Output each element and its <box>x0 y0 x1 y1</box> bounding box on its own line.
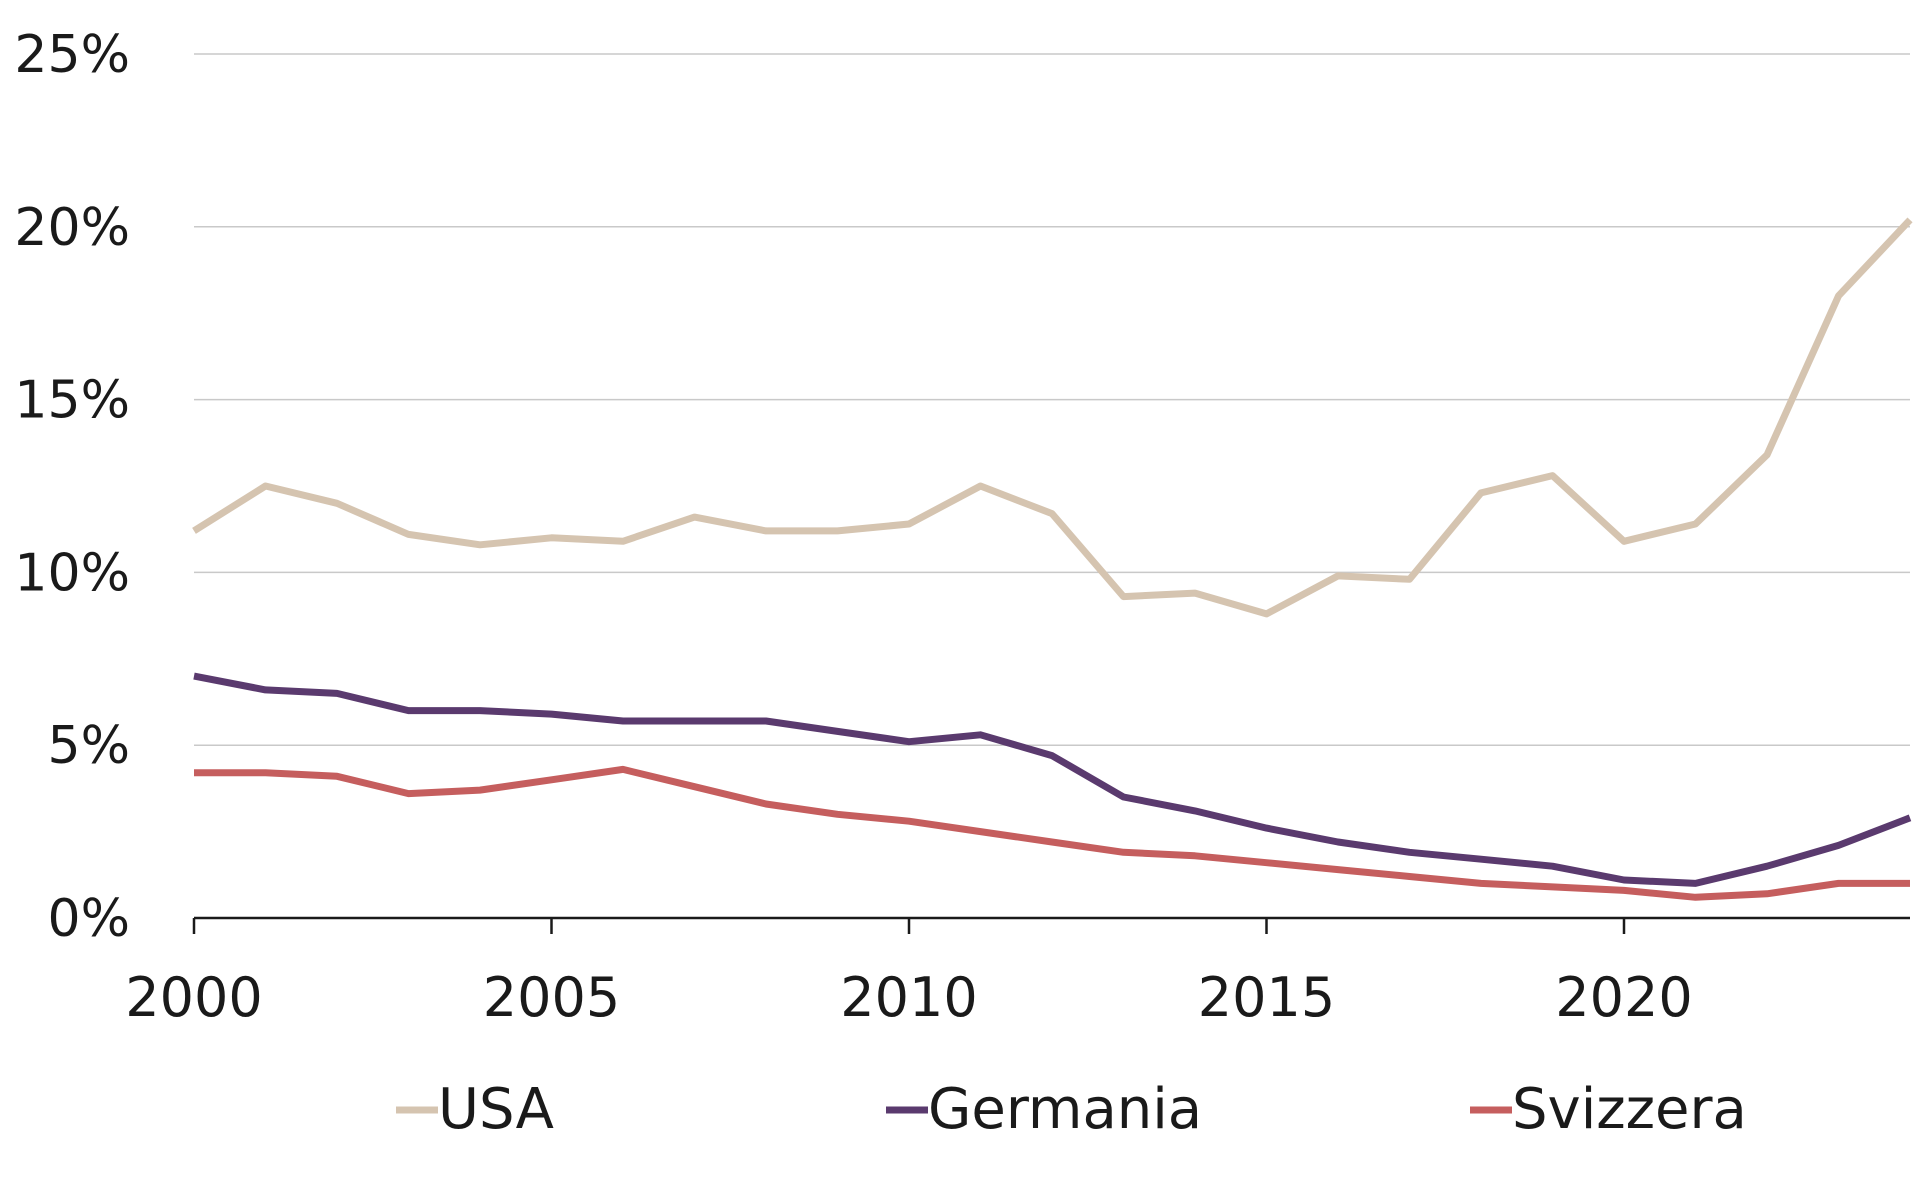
x-axis-tick-labels: 2000 2005 2010 2015 2020 <box>125 966 1692 1029</box>
axes <box>192 916 1910 934</box>
y-tick-label-20: 20% <box>14 198 130 258</box>
y-axis-tick-labels: 0% 5% 10% 15% 20% 25% <box>14 25 130 949</box>
x-tick-label-2020: 2020 <box>1555 966 1692 1029</box>
y-tick-label-15: 15% <box>14 371 130 431</box>
legend: USA Germania Svizzera <box>396 1077 1747 1142</box>
legend-label-usa: USA <box>438 1077 554 1142</box>
y-tick-label-25: 25% <box>14 25 130 85</box>
gridlines <box>194 53 1910 746</box>
legend-label-svizzera: Svizzera <box>1512 1077 1747 1142</box>
legend-label-germania: Germania <box>928 1077 1202 1142</box>
y-tick-label-0: 0% <box>48 889 131 949</box>
x-tick-label-2000: 2000 <box>125 966 262 1029</box>
x-tick-label-2005: 2005 <box>483 966 620 1029</box>
series-line-usa <box>192 217 1913 618</box>
series-line-svizzera <box>194 765 1910 901</box>
y-tick-label-10: 10% <box>14 543 130 603</box>
series-line-germania <box>193 672 1912 887</box>
series-lines <box>192 217 1913 901</box>
y-tick-label-5: 5% <box>48 716 131 776</box>
x-tick-label-2010: 2010 <box>840 966 977 1029</box>
x-tick-label-2015: 2015 <box>1198 966 1335 1029</box>
